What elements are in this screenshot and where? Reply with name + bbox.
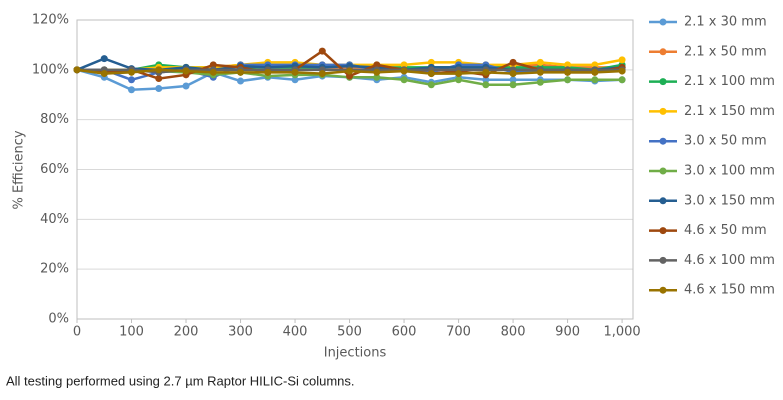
x-axis-label: Injections [324, 346, 387, 361]
data-point [209, 61, 217, 69]
x-tick-label: 600 [392, 325, 417, 340]
y-tick-label: 80% [40, 112, 69, 127]
data-point [427, 81, 435, 89]
data-point [182, 82, 190, 90]
legend-label: 3.0 x 150 mm [684, 193, 775, 208]
x-tick-label: 800 [501, 325, 526, 340]
legend-marker [659, 78, 667, 86]
data-point [128, 86, 136, 94]
x-tick-label: 0 [73, 325, 81, 340]
data-point [346, 72, 354, 80]
data-point [155, 85, 163, 93]
data-point [618, 56, 626, 64]
data-point [536, 78, 544, 86]
x-tick-label: 900 [555, 325, 580, 340]
legend-marker [659, 48, 667, 56]
data-point [618, 67, 626, 75]
x-tick-label: 100 [119, 325, 144, 340]
data-point [373, 68, 381, 76]
data-point [373, 61, 381, 69]
legend-marker [659, 197, 667, 205]
legend-label: 4.6 x 150 mm [684, 283, 775, 298]
legend-marker [659, 18, 667, 26]
data-point [400, 76, 408, 84]
footnote: All testing performed using 2.7 µm Rapto… [6, 373, 355, 388]
y-tick-label: 60% [40, 162, 69, 177]
data-point [209, 68, 217, 76]
legend-label: 2.1 x 50 mm [684, 44, 767, 59]
data-point [155, 75, 163, 83]
data-point [291, 76, 299, 84]
legend-label: 4.6 x 50 mm [684, 223, 767, 238]
y-axis-label: % Efficiency [12, 130, 27, 209]
data-point [618, 76, 626, 84]
legend-marker [659, 137, 667, 145]
data-point [100, 55, 108, 63]
data-point [482, 76, 490, 84]
data-point [509, 70, 517, 78]
data-point [237, 68, 245, 76]
data-point [237, 77, 245, 85]
data-point [400, 61, 408, 69]
legend-label: 3.0 x 50 mm [684, 134, 767, 149]
legend-label: 2.1 x 150 mm [684, 104, 775, 119]
legend-marker [659, 227, 667, 235]
legend-marker [659, 256, 667, 264]
data-point [346, 67, 354, 75]
legend-label: 2.1 x 100 mm [684, 74, 775, 89]
legend-marker [659, 107, 667, 115]
data-point [536, 58, 544, 66]
data-point [591, 68, 599, 76]
x-tick-label: 1,000 [603, 325, 640, 340]
data-point [291, 68, 299, 76]
data-point [264, 68, 272, 76]
data-point [373, 73, 381, 81]
legend-label: 2.1 x 30 mm [684, 15, 767, 30]
y-tick-label: 0% [48, 312, 69, 327]
y-tick-label: 20% [40, 262, 69, 277]
data-point [400, 67, 408, 75]
y-tick-label: 100% [32, 62, 69, 77]
data-point [455, 76, 463, 84]
x-tick-label: 300 [228, 325, 253, 340]
plot-border [76, 19, 634, 320]
data-point [128, 68, 136, 76]
data-point [591, 61, 599, 69]
y-tick-label: 120% [32, 13, 69, 28]
data-point [509, 76, 517, 84]
data-point [155, 66, 163, 74]
legend-marker [659, 286, 667, 294]
data-point [182, 67, 190, 75]
data-point [564, 61, 572, 69]
data-point [482, 68, 490, 76]
data-point [564, 68, 572, 76]
data-point [128, 76, 136, 84]
data-point [100, 70, 108, 78]
legend-label: 3.0 x 100 mm [684, 164, 775, 179]
x-tick-label: 700 [446, 325, 471, 340]
legend-marker [659, 167, 667, 175]
data-point [427, 58, 435, 66]
x-tick-label: 200 [174, 325, 199, 340]
data-point [509, 81, 517, 89]
data-point [318, 47, 326, 55]
y-tick-label: 40% [40, 212, 69, 227]
data-point [455, 70, 463, 78]
data-point [591, 76, 599, 84]
x-tick-label: 500 [337, 325, 362, 340]
x-tick-label: 400 [283, 325, 308, 340]
data-point [536, 68, 544, 76]
legend-label: 4.6 x 100 mm [684, 253, 775, 268]
data-point [564, 76, 572, 84]
data-point [73, 66, 81, 74]
data-point [482, 81, 490, 89]
data-point [318, 70, 326, 78]
data-point [427, 70, 435, 78]
data-point [509, 58, 517, 66]
